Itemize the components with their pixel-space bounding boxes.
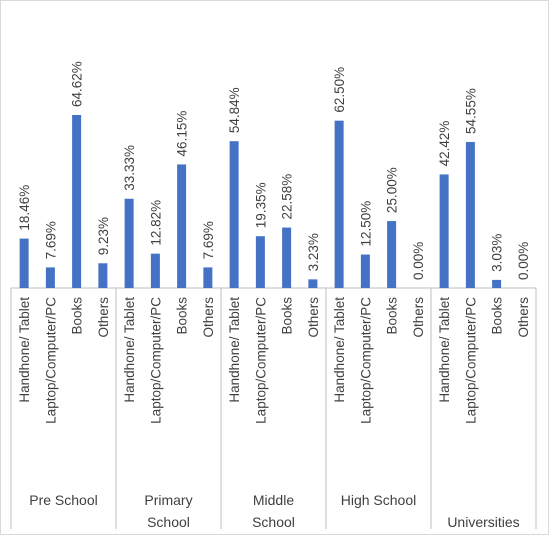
category-tick-label: Others <box>201 297 216 338</box>
data-label: 18.46% <box>17 185 32 231</box>
bar <box>19 238 29 288</box>
data-label: 62.50% <box>332 67 347 113</box>
category-tick-label: Laptop/Computer/PC <box>463 297 478 424</box>
category-tick-label: Books <box>70 297 85 335</box>
category-tick-label: Laptop/Computer/PC <box>253 297 268 424</box>
category-tick-label: Others <box>306 297 321 338</box>
data-label: 3.03% <box>490 234 505 272</box>
bar <box>177 164 187 288</box>
bar <box>72 115 82 288</box>
data-label: 0.00% <box>411 242 426 280</box>
group-label: Pre School <box>29 492 97 508</box>
data-label: 33.33% <box>122 145 137 191</box>
group-label: School <box>147 514 190 530</box>
data-label: 19.35% <box>253 182 268 228</box>
category-tick-label: Books <box>490 297 505 335</box>
data-label: 54.84% <box>227 87 242 133</box>
bar <box>150 253 160 288</box>
data-label: 25.00% <box>385 167 400 213</box>
category-tick-label: Others <box>96 297 111 338</box>
bar <box>255 236 265 288</box>
category-tick-label: Handhone/ Tablet <box>227 297 242 403</box>
category-tick-label: Handhone/ Tablet <box>122 297 137 403</box>
bar <box>282 227 292 288</box>
category-tick-label: Handhone/ Tablet <box>437 297 452 403</box>
bar <box>308 279 318 288</box>
data-label: 0.00% <box>516 242 531 280</box>
group-label: Universities <box>447 514 519 530</box>
bar <box>98 263 108 288</box>
data-label: 12.82% <box>148 200 163 246</box>
category-tick-label: Laptop/Computer/PC <box>148 297 163 424</box>
bar <box>203 267 213 288</box>
group-label: High School <box>341 492 417 508</box>
category-tick-label: Books <box>175 297 190 335</box>
group-label: Middle <box>253 492 294 508</box>
bar <box>124 198 134 288</box>
category-tick-label: Laptop/Computer/PC <box>43 297 58 424</box>
bar <box>360 254 370 288</box>
bar <box>492 279 502 288</box>
bar <box>387 221 397 288</box>
data-label: 42.42% <box>437 121 452 167</box>
data-label: 22.58% <box>280 174 295 220</box>
category-tick-label: Others <box>516 297 531 338</box>
data-label: 3.23% <box>306 233 321 271</box>
category-tick-label: Handhone/ Tablet <box>17 297 32 403</box>
data-label: 64.62% <box>70 61 85 107</box>
bar <box>229 141 239 288</box>
data-label: 54.55% <box>463 88 478 134</box>
category-tick-label: Books <box>385 297 400 335</box>
data-label: 46.15% <box>175 111 190 157</box>
bar <box>439 174 449 288</box>
group-label: School <box>252 514 295 530</box>
category-tick-label: Others <box>411 297 426 338</box>
data-label: 9.23% <box>96 217 111 255</box>
data-label: 7.69% <box>43 221 58 259</box>
group-label: Primary <box>144 492 192 508</box>
data-label: 12.50% <box>358 201 373 247</box>
data-label: 7.69% <box>201 221 216 259</box>
category-tick-label: Handhone/ Tablet <box>332 297 347 403</box>
bar <box>465 141 475 288</box>
bar <box>334 120 344 288</box>
bar <box>45 267 55 288</box>
category-tick-label: Laptop/Computer/PC <box>358 297 373 424</box>
category-tick-label: Books <box>280 297 295 335</box>
